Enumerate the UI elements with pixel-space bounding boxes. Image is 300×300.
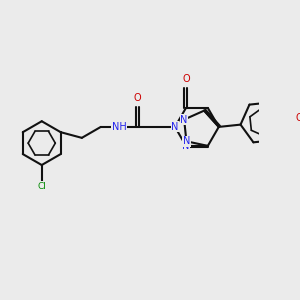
Text: N: N bbox=[171, 122, 179, 132]
Text: O: O bbox=[134, 93, 141, 103]
Text: NH: NH bbox=[112, 122, 127, 132]
Text: Cl: Cl bbox=[37, 182, 46, 190]
Text: O: O bbox=[182, 74, 190, 85]
Text: N: N bbox=[182, 141, 190, 151]
Text: O: O bbox=[296, 113, 300, 123]
Text: N: N bbox=[180, 115, 188, 124]
Text: N: N bbox=[183, 136, 190, 146]
